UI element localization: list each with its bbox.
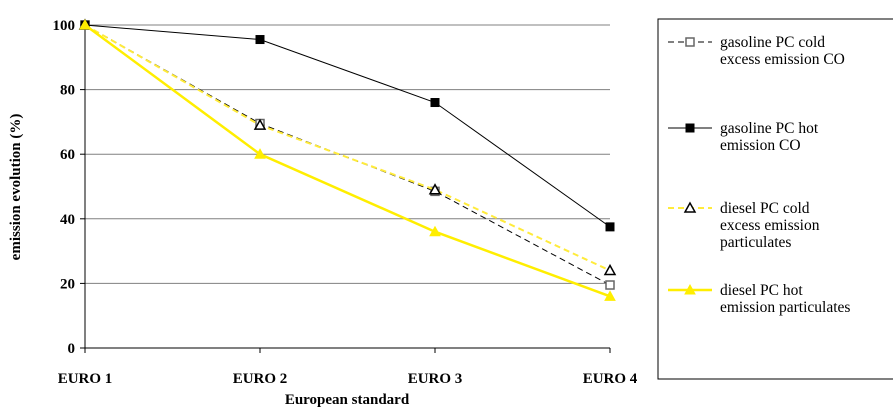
legend-label: gasoline PC hot: [720, 120, 819, 137]
y-tick-label: 20: [60, 276, 75, 292]
y-tick-label: 100: [53, 18, 76, 34]
series-1: [80, 20, 615, 290]
legend-label: emission CO: [720, 137, 801, 154]
y-tick-label: 80: [60, 83, 75, 99]
data-point-marker: [603, 263, 617, 276]
series-3: [78, 18, 617, 276]
y-tick-label: 0: [68, 341, 76, 357]
y-tick-label: 60: [60, 147, 75, 163]
legend-marker: [684, 283, 696, 295]
legend-label: diesel PC hot: [720, 282, 803, 299]
series-2: [80, 20, 615, 232]
data-point-marker: [429, 225, 441, 237]
y-tick-label: 40: [60, 212, 75, 228]
legend-label: particulates: [720, 234, 791, 251]
x-axis-title: European standard: [285, 392, 410, 408]
x-tick-label: EURO 1: [58, 371, 113, 387]
y-axis-title: emission evolution (%): [8, 114, 24, 261]
data-point-marker: [255, 35, 265, 45]
legend-marker: [683, 201, 697, 213]
series-line: [84, 23, 611, 298]
series-line: [84, 24, 611, 272]
x-tick-label: EURO 2: [233, 371, 288, 387]
axes-layer: 0 20 40 60 80 100 EURO 1 EURO 2 EURO 3 EURO 4: [53, 18, 638, 387]
legend-label: gasoline PC cold: [720, 34, 825, 51]
x-tick-label: EURO 4: [583, 371, 638, 387]
legend-label: emission particulates: [720, 299, 850, 316]
series-4: [79, 18, 616, 301]
data-point-marker: [254, 148, 266, 159]
legend-label: diesel PC cold: [720, 200, 810, 217]
legend-marker: [685, 123, 695, 133]
grid-layer: [85, 24, 610, 284]
data-point-marker: [604, 290, 616, 301]
legend-label: excess emission CO: [720, 51, 845, 68]
data-point-marker: [605, 280, 615, 290]
data-point-marker: [605, 222, 615, 232]
data-point-marker: [430, 98, 440, 108]
series-line: [84, 24, 611, 286]
legend-marker: [685, 37, 695, 47]
series-line: [84, 24, 611, 228]
legend-box: [657, 18, 893, 380]
x-tick-label: EURO 3: [408, 371, 463, 387]
series-layer: [78, 18, 617, 301]
data-point-marker: [79, 18, 91, 30]
legend-label: excess emission: [720, 217, 820, 234]
data-point-marker: [428, 183, 442, 195]
data-point-marker: [253, 118, 267, 130]
